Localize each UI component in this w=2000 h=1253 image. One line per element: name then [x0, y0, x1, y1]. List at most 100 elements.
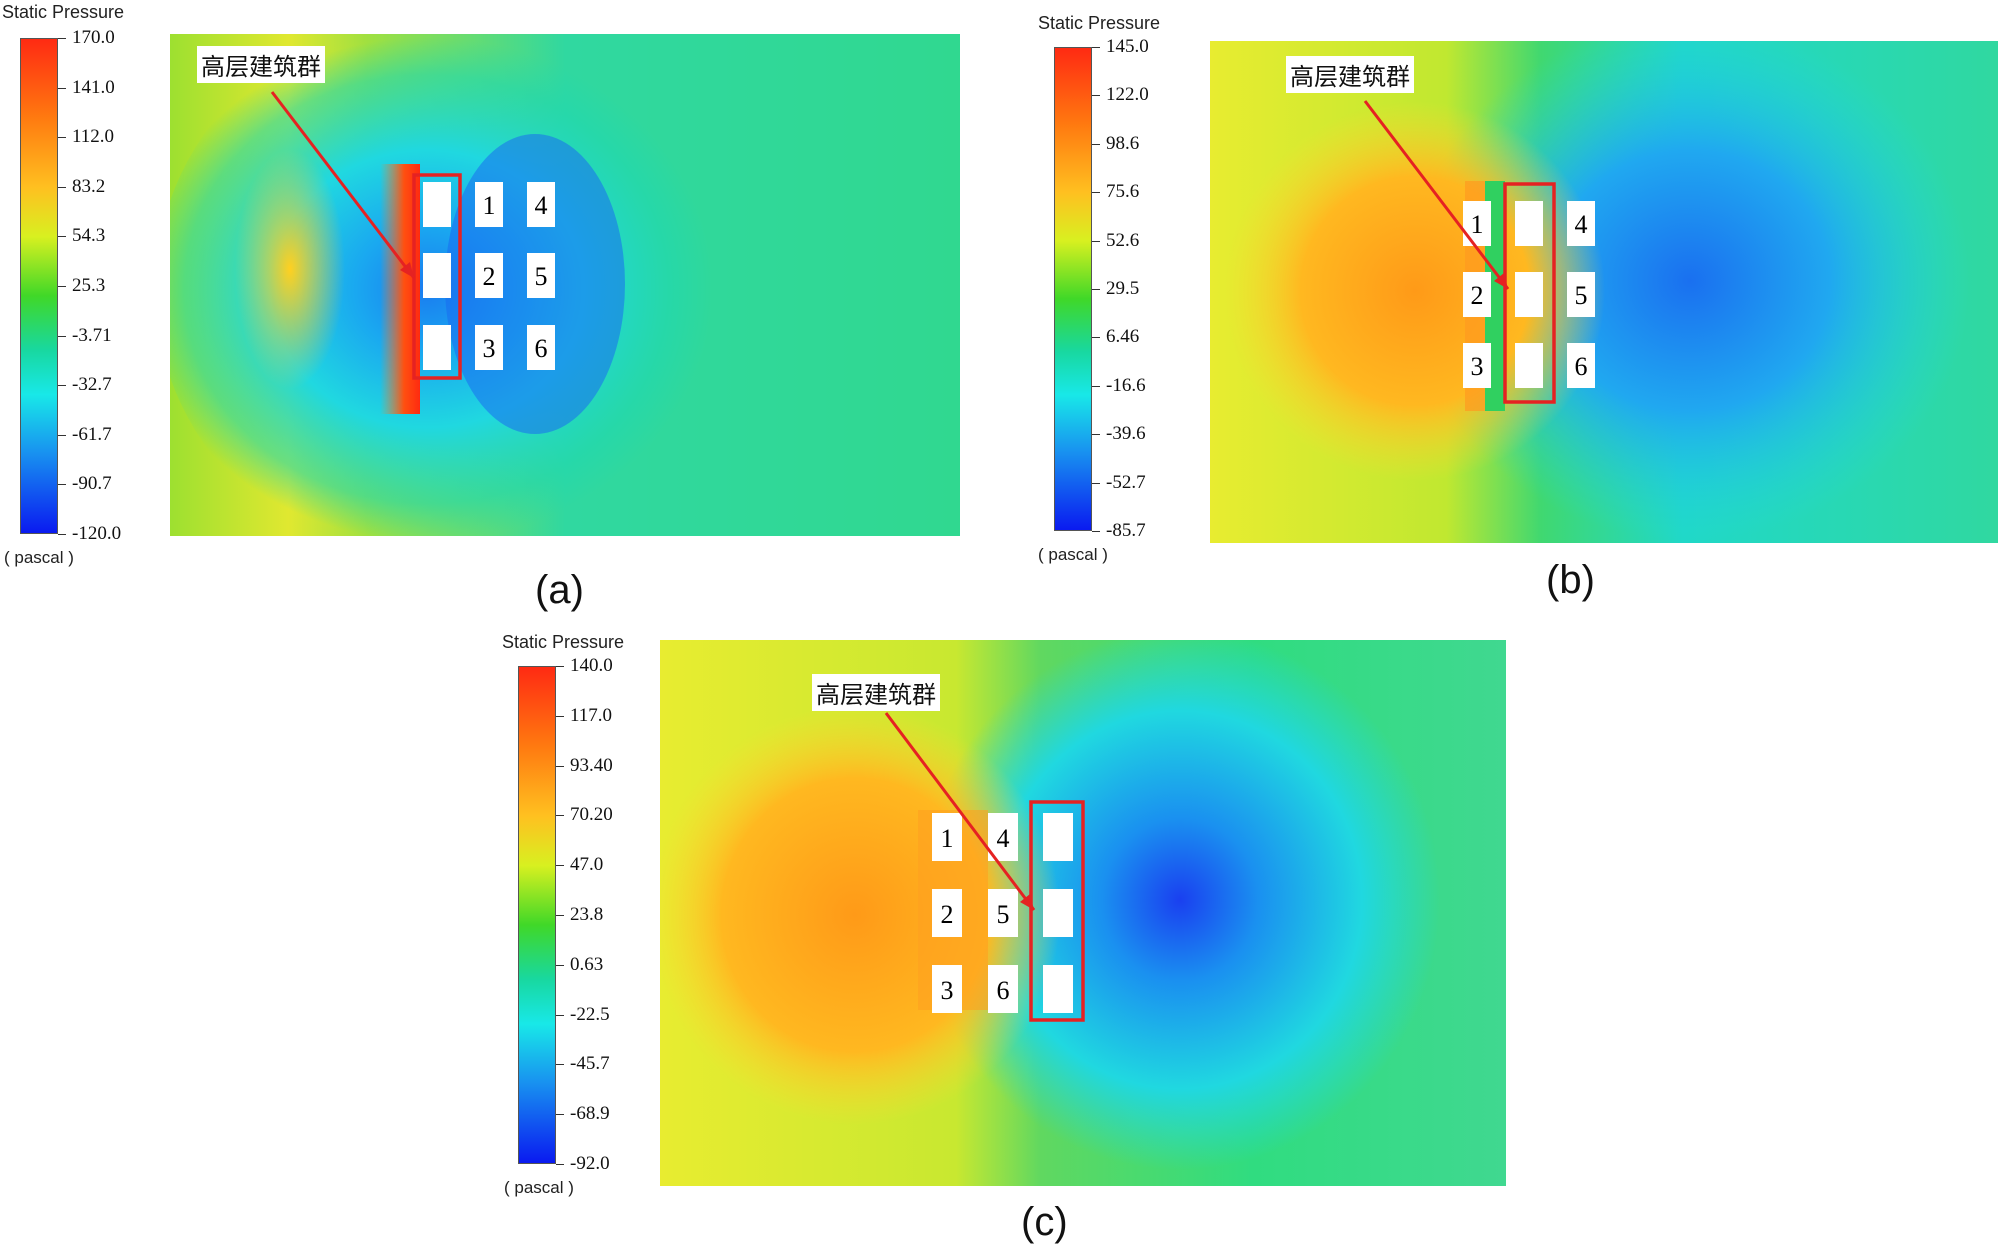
callout-arrow-c [884, 712, 1036, 911]
legend-unit-a: ( pascal ) [4, 548, 74, 567]
legend-tick-mark [1092, 385, 1100, 387]
legend-tick-mark [1092, 143, 1100, 145]
legend-tick-label: 98.6 [1106, 132, 1140, 154]
legend-tick-mark [58, 335, 66, 337]
building-label: 3 [941, 976, 954, 1005]
legend-tick-label: 93.40 [570, 754, 613, 776]
legend-tick-mark [58, 434, 66, 436]
building-tall-b1 [1515, 201, 1543, 246]
legend-tick-label: -92.0 [570, 1153, 610, 1174]
legend-tick-label: -22.5 [570, 1003, 610, 1025]
legend-tick-mark [1092, 531, 1100, 532]
legend-tick-label: -39.6 [1106, 423, 1146, 445]
legend-tick-mark [556, 865, 564, 867]
building-label: 4 [997, 824, 1010, 853]
legend-tick-label: -85.7 [1106, 520, 1146, 541]
building-label: 1 [1471, 210, 1484, 239]
legend-tick-mark [58, 87, 66, 89]
callout-label-b: 高层建筑群 [1286, 56, 1414, 93]
legend-tick-mark [556, 815, 564, 817]
pressure-field-b: 1 2 3 4 5 6 [1210, 41, 1998, 543]
legend-tick-mark [58, 286, 66, 287]
legend-tick-mark [556, 666, 564, 667]
legend-tick-mark [1092, 337, 1100, 339]
legend-tick-label: 29.5 [1106, 278, 1140, 299]
legend-tick-label: 52.6 [1106, 229, 1140, 251]
building-label: 4 [535, 191, 548, 220]
legend-tick-mark [556, 715, 564, 717]
building-label: 1 [941, 824, 954, 853]
legend-tick-label: 112.0 [72, 126, 115, 148]
highlight-box-c [1029, 800, 1085, 1022]
legend-tick-mark [58, 236, 66, 238]
building-label: 3 [483, 334, 496, 363]
building-label: 4 [1575, 210, 1588, 239]
legend-tick-label: 0.63 [570, 953, 604, 975]
pressure-field-c: 1 2 3 4 5 6 [660, 640, 1506, 1186]
building-tall-a2 [423, 253, 451, 298]
legend-tick-label: 140.0 [570, 655, 613, 676]
legend-tick-mark [1092, 482, 1100, 484]
legend-tick-mark [1092, 434, 1100, 436]
panel-caption-c: (c) [1021, 1200, 1068, 1244]
callout-label-a: 高层建筑群 [197, 46, 325, 83]
callout-label-c: 高层建筑群 [812, 674, 940, 711]
legend-tick-mark [556, 1164, 564, 1165]
legend-tick-label: -61.7 [72, 423, 112, 445]
building-tall-a1 [423, 182, 451, 227]
legend-title-a: Static Pressure [2, 2, 125, 22]
building-label: 3 [1471, 352, 1484, 381]
legend-colorbar-b [1054, 47, 1092, 531]
legend-tick-label: 145.0 [1106, 36, 1149, 57]
legend-tick-mark [556, 765, 564, 767]
legend-tick-label: -52.7 [1106, 471, 1146, 493]
legend-tick-label: 70.20 [570, 804, 613, 826]
building-tall-c2 [1043, 889, 1073, 937]
building-label: 5 [997, 900, 1010, 929]
building-label: 6 [535, 334, 548, 363]
panel-caption-b: (b) [1546, 558, 1595, 602]
legend-tick-label: -68.9 [570, 1103, 610, 1125]
building-label: 1 [483, 191, 496, 220]
highlight-box-b [1503, 182, 1556, 404]
legend-tick-mark [556, 1014, 564, 1016]
legend-tick-mark [58, 385, 66, 387]
building-tall-c3 [1043, 965, 1073, 1013]
legend-colorbar-c [518, 666, 556, 1164]
building-label: 5 [535, 262, 548, 291]
callout-arrow-a [270, 91, 416, 279]
legend-tick-label: 6.46 [1106, 326, 1140, 348]
legend-tick-mark [556, 1114, 564, 1116]
legend-colorbar-a [20, 38, 58, 534]
building-tall-c1 [1043, 813, 1073, 861]
building-label: 2 [1471, 281, 1484, 310]
pressure-field-a: 1 2 3 4 5 6 [170, 34, 960, 536]
building-label: 2 [941, 900, 954, 929]
legend-title-c: Static Pressure [502, 632, 625, 652]
building-label: 5 [1575, 281, 1588, 310]
legend-tick-label: -3.71 [72, 324, 112, 346]
legend-tick-label: 47.0 [570, 854, 604, 876]
legend-title-b: Static Pressure [1038, 13, 1161, 33]
legend-tick-mark [1092, 289, 1100, 290]
legend-tick-mark [556, 964, 564, 966]
legend-tick-label: 117.0 [570, 704, 613, 726]
legend-tick-label: 83.2 [72, 175, 106, 197]
legend-tick-label: -90.7 [72, 473, 112, 495]
legend-tick-mark [58, 38, 66, 39]
legend-tick-mark [58, 186, 66, 188]
building-tall-b2 [1515, 272, 1543, 317]
legend-tick-label: 170.0 [72, 27, 115, 48]
legend-tick-label: 25.3 [72, 275, 106, 296]
legend-tick-mark [58, 137, 66, 139]
legend-tick-mark [1092, 240, 1100, 242]
building-label: 6 [997, 976, 1010, 1005]
legend-tick-label: 23.8 [570, 904, 604, 925]
building-label: 6 [1575, 352, 1588, 381]
building-label: 2 [483, 262, 496, 291]
callout-arrow-b [1363, 100, 1510, 290]
legend-tick-mark [58, 484, 66, 486]
legend-tick-label: 141.0 [72, 76, 115, 98]
panel-caption-a: (a) [535, 568, 584, 612]
legend-tick-mark [556, 1064, 564, 1066]
